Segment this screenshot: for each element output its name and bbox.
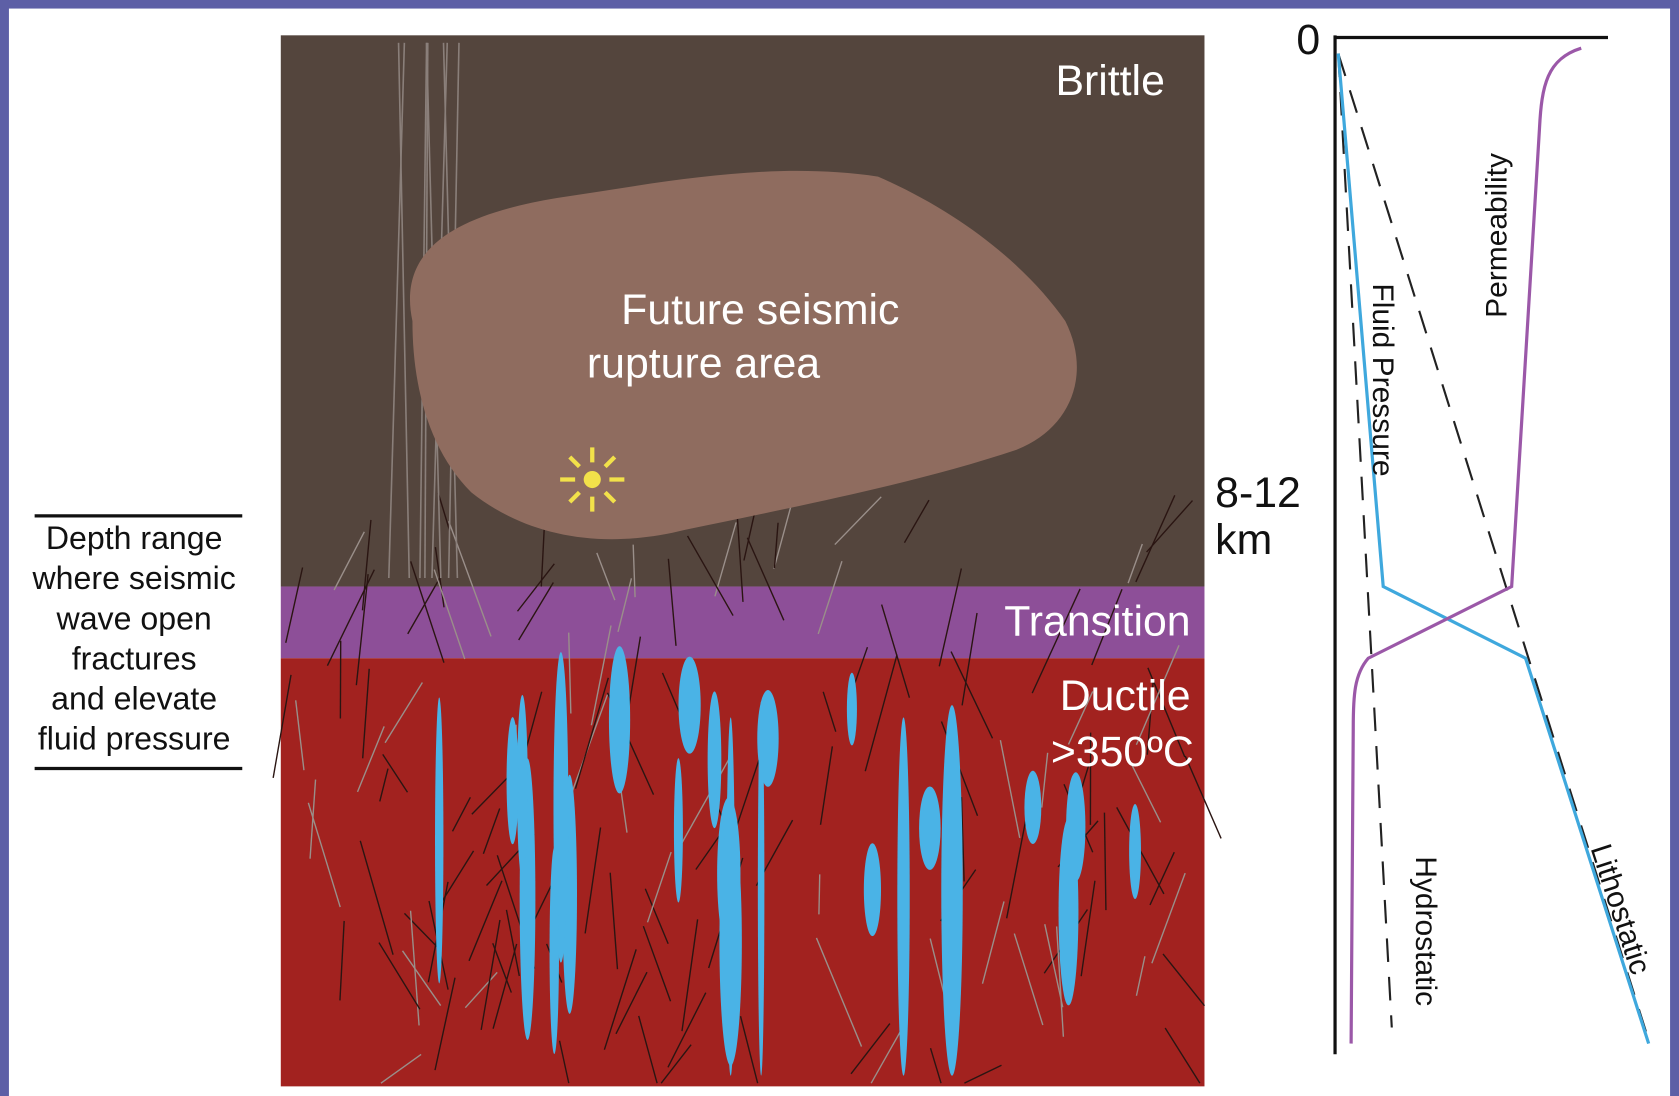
depth-note: and elevate — [51, 681, 217, 717]
vein — [919, 786, 941, 869]
depth-note: fluid pressure — [38, 721, 231, 757]
vein — [708, 691, 722, 828]
depth-note: fractures — [72, 640, 197, 676]
vein — [1066, 772, 1085, 881]
diagram: Brittle Future seismic rupture area Tran… — [0, 0, 1679, 1096]
depth-note: Depth range — [46, 520, 223, 556]
vein — [897, 717, 909, 1075]
depth-marker: km — [1215, 516, 1272, 564]
vein — [864, 843, 881, 936]
vein — [609, 646, 630, 793]
page: Brittle Future seismic rupture area Tran… — [0, 0, 1679, 1096]
vein — [507, 717, 519, 844]
vein — [674, 758, 683, 902]
vein — [758, 701, 765, 1075]
vein — [435, 697, 443, 983]
vein — [847, 673, 857, 746]
vein — [1024, 771, 1041, 844]
fracture — [819, 874, 820, 914]
vein — [550, 848, 559, 1054]
depth-note: where seismic — [32, 560, 236, 596]
vein — [679, 657, 701, 754]
depth-marker: 8-12 — [1215, 469, 1301, 517]
vein — [719, 818, 741, 1066]
vein — [941, 705, 962, 1076]
curve-label: Fluid Pressure — [1366, 283, 1399, 476]
axis-origin: 0 — [1296, 16, 1320, 64]
rupture-label: Future seismic — [621, 286, 899, 334]
rupture-label: rupture area — [587, 339, 820, 387]
depth-note: wave open — [56, 600, 212, 636]
layer-label: Ductile — [1060, 672, 1191, 720]
layer-label: Transition — [1004, 597, 1190, 645]
curve-label: Hydrostatic — [1409, 856, 1442, 1006]
layer-label: Brittle — [1055, 57, 1164, 105]
vein — [1129, 804, 1141, 899]
hypocenter — [560, 447, 624, 511]
layer-label: >350ºC — [1051, 728, 1194, 776]
curve-label: Permeability — [1481, 153, 1514, 318]
